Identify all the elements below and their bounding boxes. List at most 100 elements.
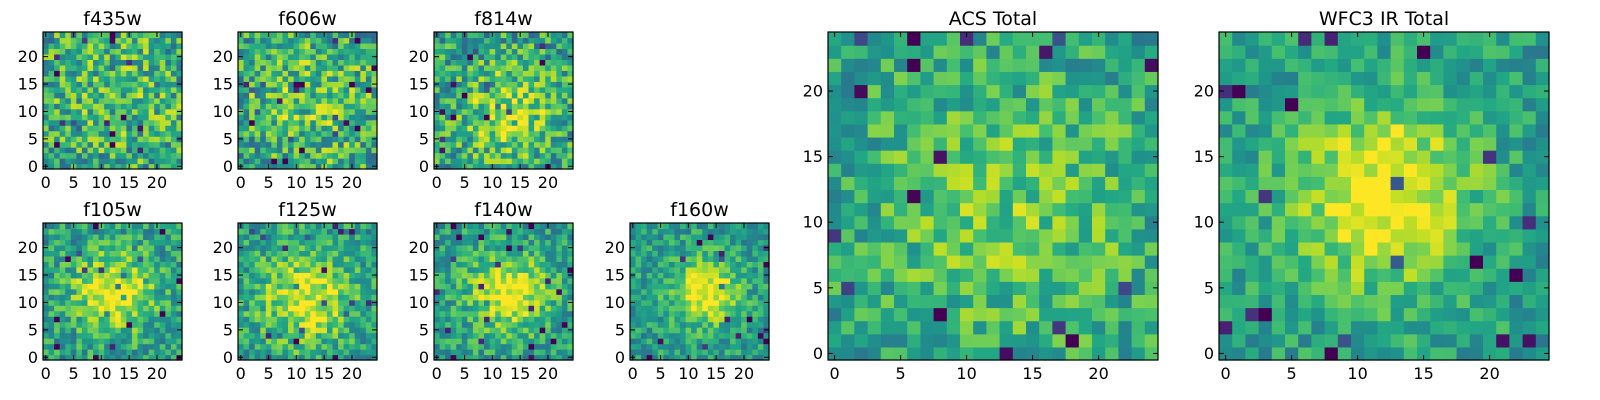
heatmap-cell (528, 294, 535, 301)
heatmap-cell (315, 70, 322, 77)
heatmap-cell (65, 48, 72, 55)
heatmap-cell (265, 48, 272, 55)
heatmap-cell (960, 241, 974, 256)
heatmap-cell (635, 266, 642, 273)
heatmap-cell (365, 108, 373, 115)
heatmap-cell (243, 343, 250, 350)
heatmap-cell (293, 316, 300, 323)
heatmap-cell (131, 349, 139, 356)
heatmap-cell (680, 332, 687, 339)
heatmap-cell (137, 163, 144, 170)
heatmap-cell (561, 103, 569, 110)
heatmap-cell (467, 233, 474, 241)
heatmap-cell (841, 255, 855, 269)
heatmap-cell (534, 305, 541, 312)
heatmap-cell (81, 223, 89, 230)
heatmap-cell (299, 288, 306, 295)
heatmap-cell (1039, 176, 1053, 191)
heatmap-cell (98, 37, 105, 44)
heatmap-cell (260, 244, 267, 251)
heatmap-cell (48, 299, 55, 306)
heatmap-cell (652, 283, 659, 290)
heatmap-cell (484, 294, 491, 301)
heatmap-cell (478, 136, 485, 143)
heatmap-cell (467, 305, 474, 312)
heatmap-cell (511, 75, 518, 82)
heatmap-cell (310, 332, 317, 339)
heatmap-cell (338, 250, 345, 257)
heatmap-cell (315, 228, 322, 235)
heatmap-cell (271, 272, 278, 279)
heatmap-cell (87, 327, 94, 334)
heatmap-cell (467, 92, 474, 99)
heatmap-cell (343, 48, 350, 55)
heatmap-cell (484, 163, 491, 170)
heatmap-cell (685, 283, 692, 290)
heatmap-cell (176, 349, 183, 356)
heatmap-cell (1078, 333, 1093, 348)
heatmap-cell (641, 349, 648, 356)
heatmap-cell (456, 86, 463, 93)
heatmap-cell (1118, 281, 1133, 295)
heatmap-cell (517, 239, 524, 246)
heatmap-cell (43, 114, 50, 121)
heatmap-cell (467, 294, 474, 301)
heatmap-cell (511, 332, 518, 339)
heatmap-cell (271, 75, 278, 82)
heatmap-cell (556, 354, 563, 361)
heatmap-cell (159, 310, 166, 317)
heatmap-cell (511, 103, 518, 110)
heatmap-cell (467, 343, 474, 350)
heatmap-cell (243, 32, 250, 39)
heatmap-cell (93, 244, 100, 251)
heatmap-cell (450, 92, 457, 99)
heatmap-cell (534, 97, 541, 104)
heatmap-cell (87, 125, 94, 132)
heatmap-cell (143, 343, 150, 350)
heatmap-cell (534, 310, 541, 317)
heatmap-cell (338, 343, 345, 350)
heatmap-cell (561, 255, 569, 262)
heatmap-cell (867, 307, 882, 322)
heatmap-cell (472, 239, 480, 246)
heatmap-cell (522, 233, 530, 241)
heatmap-cell (143, 277, 150, 284)
heatmap-cell (98, 261, 105, 268)
heatmap-cell (1144, 163, 1159, 177)
heatmap-cell (641, 305, 648, 312)
heatmap-cell (165, 114, 172, 121)
heatmap-cell (104, 70, 111, 77)
heatmap-cell (484, 42, 491, 50)
heatmap-cell (495, 75, 502, 82)
heatmap-cell (165, 223, 172, 230)
heatmap-cell (630, 349, 637, 356)
heatmap-cell (148, 343, 155, 350)
heatmap-cell (349, 130, 356, 137)
heatmap-cell (561, 310, 569, 317)
heatmap-cell (326, 59, 334, 66)
heatmap-cell (696, 223, 703, 230)
heatmap-cell (70, 250, 77, 257)
heatmap-cell (456, 59, 463, 66)
heatmap-cell (450, 48, 457, 55)
heatmap-cell (326, 75, 334, 82)
heatmap-cell (674, 250, 681, 257)
heatmap-cell (349, 152, 356, 159)
heatmap-cell (131, 244, 139, 251)
heatmap-cell (960, 228, 974, 243)
heatmap-cell (93, 75, 100, 82)
heatmap-cell (249, 59, 256, 66)
heatmap-cell (126, 75, 133, 82)
heatmap-cell (349, 294, 356, 301)
heatmap-cell (472, 70, 480, 77)
heatmap-cell (561, 75, 569, 82)
heatmap-cell (249, 338, 256, 345)
heatmap-cell (752, 228, 759, 235)
heatmap-cell (522, 125, 530, 132)
heatmap-cell (691, 223, 698, 230)
heatmap-cell (539, 316, 546, 323)
heatmap-cell (894, 268, 908, 282)
heatmap-cell (556, 310, 563, 317)
heatmap-cell (484, 239, 491, 246)
heatmap-cell (276, 119, 284, 126)
